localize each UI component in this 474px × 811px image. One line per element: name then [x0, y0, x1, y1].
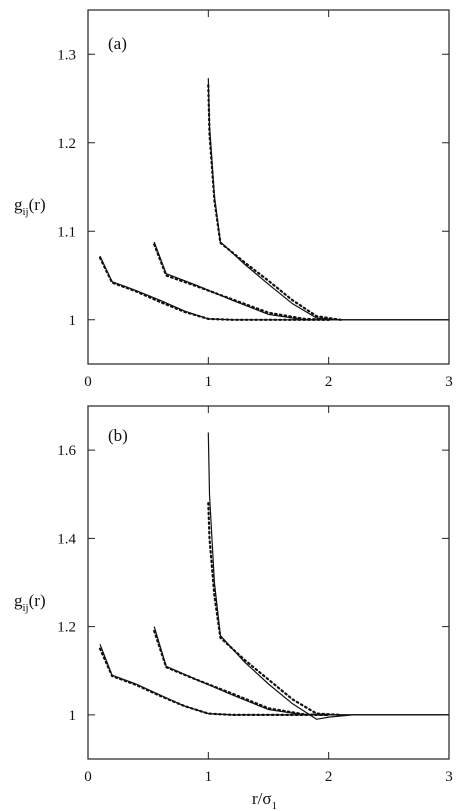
series-line-a-2-dotted — [98, 256, 330, 321]
series-line-a-5-solid — [207, 78, 449, 321]
x-tick-label: 0 — [84, 769, 92, 785]
series-line-b-5-solid — [207, 432, 449, 720]
series-line-b-4-dotted — [153, 629, 330, 717]
y-axis-label-b: gij(r) — [14, 591, 46, 614]
series-line-a-6-dotted — [207, 84, 342, 321]
series-line-b-2-dotted — [98, 647, 330, 717]
y-tick-label: 1 — [69, 708, 77, 724]
series-line-b-6-dotted — [207, 502, 342, 717]
y-tick-label: 1.2 — [57, 136, 76, 152]
y-axis-label-a: gij(r) — [14, 195, 46, 218]
panel-a: 0 1 2 3 1 1.1 1.2 1.3 (a) gij(r) — [14, 9, 453, 390]
y-tick-label: 1 — [69, 313, 77, 329]
panel-b: 0 1 2 3 1 1.2 1.4 1.6 (b) gij(r) r/σ1 — [14, 405, 453, 811]
y-tick-label: 1.1 — [57, 224, 76, 240]
x-tick-label: 2 — [325, 769, 333, 785]
y-tick-label: 1.2 — [57, 620, 76, 636]
x-tick-label: 1 — [205, 769, 213, 785]
series-line-b-3-solid — [153, 626, 449, 716]
plot-frame-b — [87, 405, 450, 760]
y-tick-label: 1.6 — [57, 443, 76, 459]
series-group-a — [98, 78, 449, 321]
series-line-a-1-solid — [99, 255, 449, 321]
series-line-a-3-solid — [153, 241, 449, 321]
x-tick-label: 1 — [205, 374, 213, 390]
y-tick-label: 1.4 — [57, 531, 76, 547]
x-tick-label: 3 — [445, 374, 453, 390]
x-tick-label: 3 — [445, 769, 453, 785]
series-line-b-1-solid — [99, 644, 449, 716]
x-tick-label: 0 — [84, 374, 92, 390]
panel-label-b: (b) — [108, 426, 128, 445]
ticks-group-a: 0 1 2 3 1 1.1 1.2 1.3 — [57, 10, 453, 390]
x-axis-label-b: r/σ1 — [252, 789, 277, 811]
plot-frame-a — [87, 9, 450, 365]
panel-label-a: (a) — [108, 34, 127, 53]
y-tick-label: 1.3 — [57, 47, 76, 63]
series-line-a-4-dotted — [153, 243, 330, 321]
ticks-group-b: 0 1 2 3 1 1.2 1.4 1.6 — [57, 406, 453, 785]
series-group-b — [98, 432, 449, 720]
x-tick-label: 2 — [325, 374, 333, 390]
